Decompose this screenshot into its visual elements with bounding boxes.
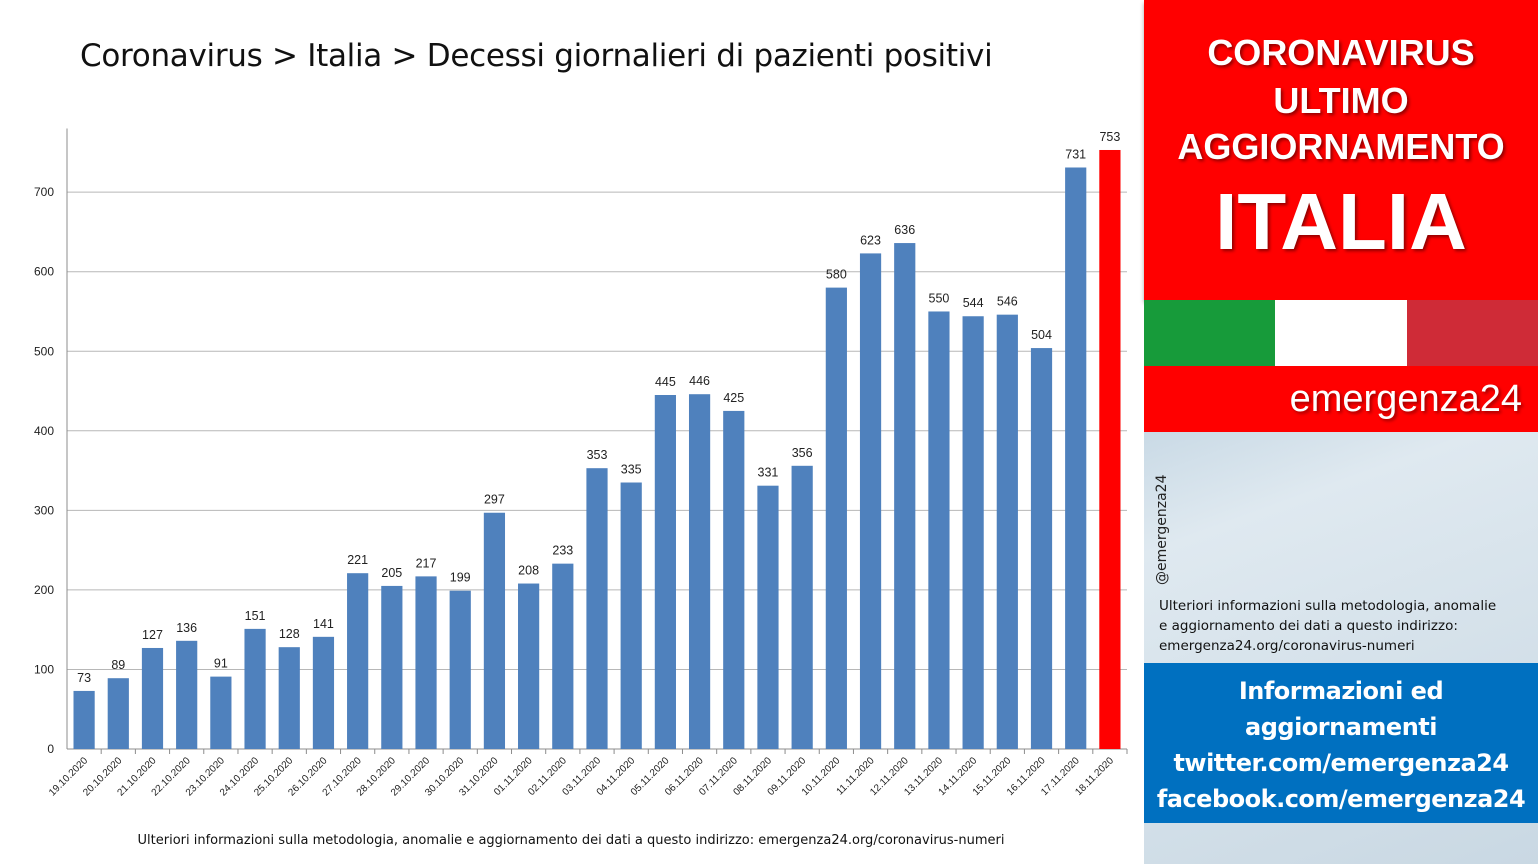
bar [586,468,608,749]
promo-line: CORONAVIRUS [1207,32,1475,73]
bar [415,576,437,749]
bar [928,311,950,749]
bar [894,243,916,749]
y-tick-label: 400 [34,424,54,438]
info-box: Informazioni ed aggiornamenti twitter.co… [1144,663,1538,823]
data-label: 636 [894,223,915,237]
bar [1030,348,1053,749]
bar [73,690,95,749]
data-label: 504 [1031,328,1052,342]
bar [210,676,232,749]
note-line: e aggiornamento dei dati a questo indiri… [1159,618,1458,634]
bar [723,410,745,749]
y-tick-label: 300 [34,503,54,517]
bar [347,573,369,749]
promo-country: ITALIA [1215,177,1467,266]
data-label: 151 [245,609,266,623]
methodology-note: Ulteriori informazioni sulla metodologia… [1159,596,1531,656]
promo-banner: CORONAVIRUS ULTIMO AGGIORNAMENTO ITALIA [1144,0,1538,300]
info-line: aggiornamenti [1245,713,1437,741]
bar [244,628,266,749]
bar [312,636,335,749]
bar [825,287,847,749]
data-label: 445 [655,375,676,389]
y-tick-label: 100 [34,662,54,676]
data-label: 356 [792,446,813,460]
data-label: 331 [758,466,779,480]
brand-name: emergenza24 [1289,378,1522,420]
y-tick-label: 700 [34,185,54,199]
bar [449,590,471,749]
data-label: 205 [381,566,402,580]
data-label: 425 [723,391,744,405]
bar [483,512,506,749]
bar [654,395,676,749]
note-line: Ulteriori informazioni sulla metodologia… [1159,598,1497,614]
data-label: 731 [1065,147,1086,161]
data-label: 199 [450,571,471,585]
data-label: 753 [1099,130,1120,144]
bar [1065,167,1087,749]
y-tick-label: 200 [34,583,54,597]
bar [381,585,403,749]
social-handle: @emergenza24 [1154,474,1170,586]
data-label: 136 [176,621,197,635]
data-label: 446 [689,374,710,388]
promo-line: ULTIMO [1273,80,1409,121]
promo-line: AGGIORNAMENTO [1177,126,1505,167]
bar [176,640,198,749]
twitter-link[interactable]: twitter.com/emergenza24 [1173,749,1509,777]
y-tick-label: 600 [34,265,54,279]
facebook-link[interactable]: facebook.com/emergenza24 [1156,785,1526,813]
data-label: 297 [484,493,505,507]
data-label: 127 [142,628,163,642]
info-line: Informazioni ed [1238,677,1444,705]
bar [620,482,642,749]
data-label: 73 [77,671,91,685]
bar [688,394,711,749]
bar [1099,149,1121,749]
y-tick-label: 500 [34,344,54,358]
data-label: 141 [313,617,334,631]
bar [552,563,574,749]
bar [518,583,540,749]
bar [962,316,984,749]
data-label: 208 [518,564,539,578]
data-label: 580 [826,268,847,282]
data-label: 550 [929,291,950,305]
flag-stripe-white [1275,300,1407,366]
side-panel: CORONAVIRUS ULTIMO AGGIORNAMENTO ITALIA … [1144,0,1538,864]
brand-bar: emergenza24 [1144,366,1538,432]
bar [996,314,1018,749]
y-tick-label: 0 [47,742,54,756]
bar [278,647,300,749]
flag-stripe-red [1406,300,1538,366]
chart-footnote: Ulteriori informazioni sulla metodologia… [137,833,1005,848]
bar [757,485,779,749]
data-label: 217 [416,556,437,570]
note-line: emergenza24.org/coronavirus-numeri [1159,638,1415,654]
flag-stripe-green [1144,300,1276,366]
italian-flag [1144,300,1538,366]
chart-title: Coronavirus > Italia > Decessi giornalie… [80,38,993,74]
bar-chart: 01002003004005006007007319.10.20208920.1… [34,128,1128,799]
data-label: 91 [214,657,228,671]
data-label: 544 [963,296,984,310]
bar [107,678,129,749]
data-label: 335 [621,463,642,477]
bar [141,647,164,749]
data-label: 221 [347,553,368,567]
data-label: 623 [860,233,881,247]
bar [791,465,813,749]
data-label: 546 [997,295,1018,309]
bar [859,253,882,749]
data-label: 89 [111,658,125,672]
data-label: 353 [587,448,608,462]
data-label: 128 [279,627,300,641]
data-label: 233 [552,544,573,558]
